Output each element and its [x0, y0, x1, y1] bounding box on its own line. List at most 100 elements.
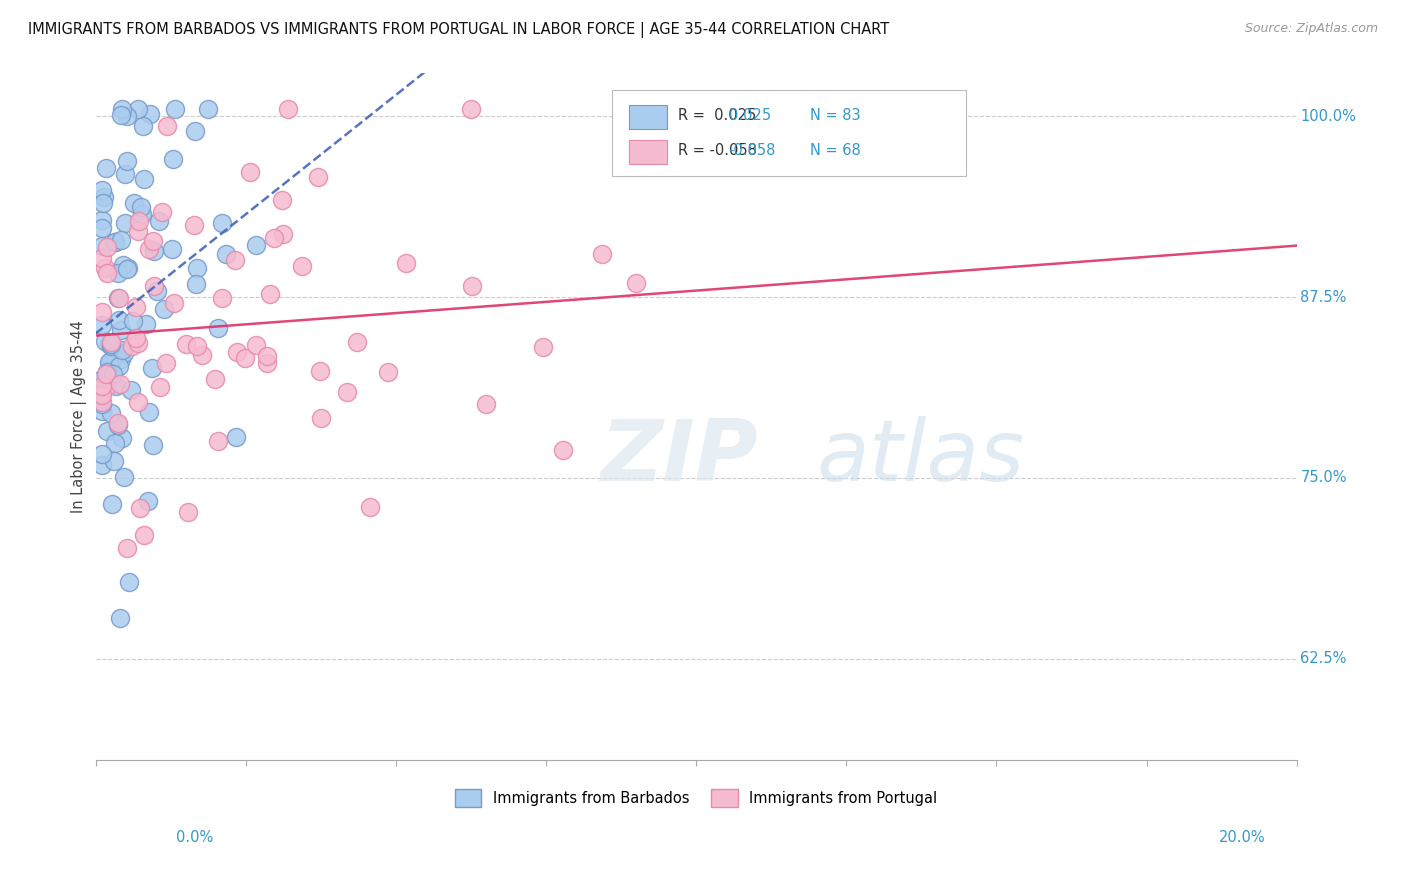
Point — [186, 260, 208, 275]
Point — [110, 351, 132, 366]
Text: N = 83: N = 83 — [810, 108, 860, 123]
Point — [96, 240, 118, 254]
Point — [138, 242, 160, 256]
Point — [90, 378, 112, 392]
Point — [138, 107, 160, 121]
Point — [104, 235, 127, 249]
Point — [186, 338, 208, 352]
Point — [142, 244, 165, 258]
Point — [245, 237, 267, 252]
Point — [215, 247, 238, 261]
Point — [90, 372, 112, 386]
Point — [90, 183, 112, 197]
Point — [100, 337, 122, 351]
Point — [94, 161, 117, 175]
Point — [90, 239, 112, 253]
Point — [207, 434, 229, 448]
Point — [107, 266, 129, 280]
Point — [141, 361, 163, 376]
Point — [204, 371, 226, 385]
Point — [461, 279, 484, 293]
Point — [114, 216, 136, 230]
Point — [110, 377, 132, 392]
Point — [460, 102, 482, 116]
Point — [111, 431, 134, 445]
Point — [309, 364, 332, 378]
Point — [132, 171, 155, 186]
Point — [186, 277, 208, 292]
Point — [239, 165, 262, 179]
Point — [118, 574, 141, 589]
Point — [94, 379, 117, 393]
Point — [211, 291, 233, 305]
Point — [146, 284, 169, 298]
Point — [107, 417, 129, 432]
Point — [90, 212, 112, 227]
FancyBboxPatch shape — [628, 105, 668, 128]
Text: R = -0.058: R = -0.058 — [678, 143, 756, 158]
Point — [156, 120, 179, 134]
Point — [122, 195, 145, 210]
Point — [191, 348, 214, 362]
Point — [110, 234, 132, 248]
Point — [90, 395, 112, 409]
Point — [121, 339, 143, 353]
FancyBboxPatch shape — [612, 90, 966, 176]
Point — [100, 406, 122, 420]
Point — [624, 276, 647, 290]
Point — [127, 224, 149, 238]
Point — [149, 380, 172, 394]
Point — [111, 343, 134, 358]
Point — [100, 335, 122, 350]
Point — [162, 296, 184, 310]
Point — [127, 335, 149, 350]
Point — [553, 443, 575, 458]
Point — [591, 247, 613, 261]
Point — [271, 194, 294, 208]
Point — [90, 397, 112, 411]
Point — [395, 255, 418, 269]
Point — [100, 339, 122, 353]
Point — [100, 353, 122, 368]
Point — [125, 330, 148, 344]
Text: 62.5%: 62.5% — [1301, 651, 1347, 666]
Point — [136, 494, 159, 508]
Point — [110, 323, 132, 337]
Point — [108, 611, 131, 625]
Point — [128, 214, 150, 228]
Point — [291, 260, 314, 274]
Text: N = 68: N = 68 — [810, 143, 860, 158]
Point — [93, 190, 115, 204]
Point — [90, 446, 112, 460]
Point — [143, 279, 166, 293]
Text: 100.0%: 100.0% — [1301, 109, 1357, 124]
Point — [117, 260, 139, 275]
Point — [111, 259, 134, 273]
Point — [90, 387, 112, 401]
Text: 75.0%: 75.0% — [1301, 470, 1347, 485]
Point — [245, 338, 267, 352]
Point — [233, 351, 256, 365]
Point — [108, 291, 131, 305]
Point — [475, 396, 498, 410]
Point — [153, 301, 176, 316]
Point — [90, 404, 112, 418]
Point — [225, 430, 247, 444]
Point — [197, 102, 219, 116]
Point — [127, 395, 149, 409]
Point — [96, 266, 118, 280]
Point — [97, 336, 120, 351]
Point — [336, 384, 359, 399]
Point — [176, 505, 198, 519]
Point — [107, 291, 129, 305]
Point — [115, 262, 138, 277]
Point — [148, 213, 170, 227]
Text: -0.058: -0.058 — [728, 143, 776, 158]
Point — [117, 541, 139, 556]
Text: R =  0.025: R = 0.025 — [678, 108, 756, 123]
Point — [263, 231, 285, 245]
Point — [207, 321, 229, 335]
Legend: Immigrants from Barbados, Immigrants from Portugal: Immigrants from Barbados, Immigrants fro… — [447, 782, 945, 814]
Point — [142, 235, 165, 249]
Point — [90, 304, 112, 318]
